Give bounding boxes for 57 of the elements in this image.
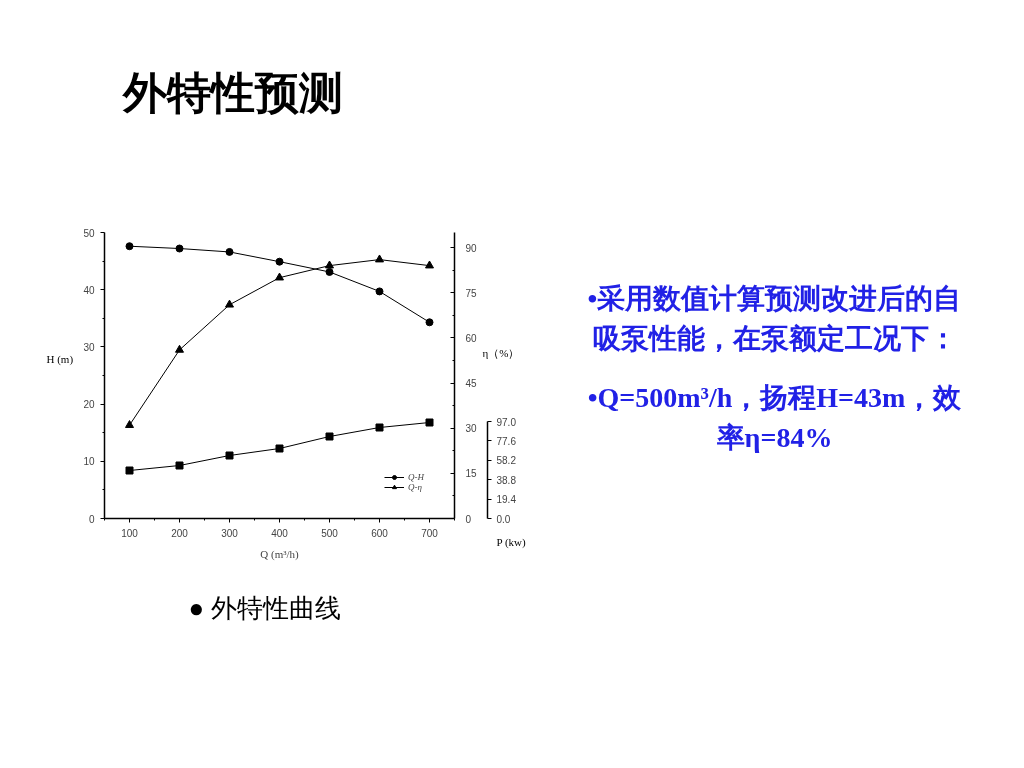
y2-axis-title: η（%） — [482, 346, 520, 359]
x-tick-label: 300 — [221, 527, 239, 539]
point — [425, 318, 434, 327]
x-tick-label: 200 — [171, 527, 189, 539]
point — [275, 444, 284, 453]
legend-label: Q-η — [408, 482, 423, 492]
x-tick-label: 500 — [321, 527, 339, 539]
y3-axis-title: P (kw) — [496, 535, 527, 549]
y3-tick-label: 0.0 — [496, 513, 511, 525]
y2-tick-label: 60 — [465, 332, 478, 344]
x-tick-label: 400 — [271, 527, 289, 539]
chart-title: 外特性预测 — [120, 68, 343, 117]
point — [325, 432, 334, 441]
y2-tick-label: 15 — [465, 468, 478, 480]
y-tick-label: 50 — [83, 227, 95, 239]
point — [125, 242, 134, 251]
point — [125, 420, 134, 428]
text: •采用数值计算预测改进后的自吸泵性能，在泵额定工况下： — [587, 283, 962, 354]
y3-tick-label: 97.0 — [496, 416, 517, 428]
point — [275, 272, 284, 281]
y2-tick-label: 75 — [465, 287, 478, 299]
point — [125, 466, 134, 475]
point — [325, 267, 334, 276]
x-axis-title: Q (m³/h) — [260, 547, 300, 561]
x-tick-label: 600 — [371, 527, 389, 539]
y-tick-label: 10 — [83, 456, 95, 468]
point — [225, 299, 234, 308]
x-tick-label: 700 — [421, 527, 439, 539]
point — [225, 451, 234, 460]
y-tick-label: 20 — [83, 399, 95, 411]
point — [175, 461, 184, 470]
text: •Q=500m³/h，扬程H=43m，效率η=84% — [587, 382, 963, 453]
text: ● 外特性曲线 — [188, 592, 342, 623]
point — [325, 260, 334, 269]
x-tick-label: 100 — [121, 527, 139, 539]
y-tick-label: 30 — [83, 341, 95, 353]
point — [375, 287, 384, 296]
point — [375, 254, 384, 263]
y3-tick-label: 58.2 — [496, 455, 517, 467]
point — [425, 418, 434, 427]
y3-tick-label: 77.6 — [496, 435, 517, 447]
y-tick-label: 40 — [83, 284, 95, 296]
point — [175, 244, 184, 253]
point — [425, 260, 434, 269]
y3-tick-label: 38.8 — [496, 474, 517, 486]
y2-tick-label: 30 — [465, 423, 478, 435]
point — [375, 423, 384, 432]
point — [275, 257, 284, 266]
y-tick-label: 0 — [88, 513, 95, 525]
legend-label: Q-H — [408, 472, 425, 482]
y2-tick-label: 45 — [465, 378, 478, 390]
y2-tick-label: 0 — [465, 513, 472, 525]
y2-tick-label: 90 — [465, 242, 478, 254]
y3-tick-label: 19.4 — [496, 494, 517, 506]
point — [225, 247, 234, 256]
point — [175, 344, 184, 353]
y-axis-title: H (m) — [46, 352, 74, 366]
